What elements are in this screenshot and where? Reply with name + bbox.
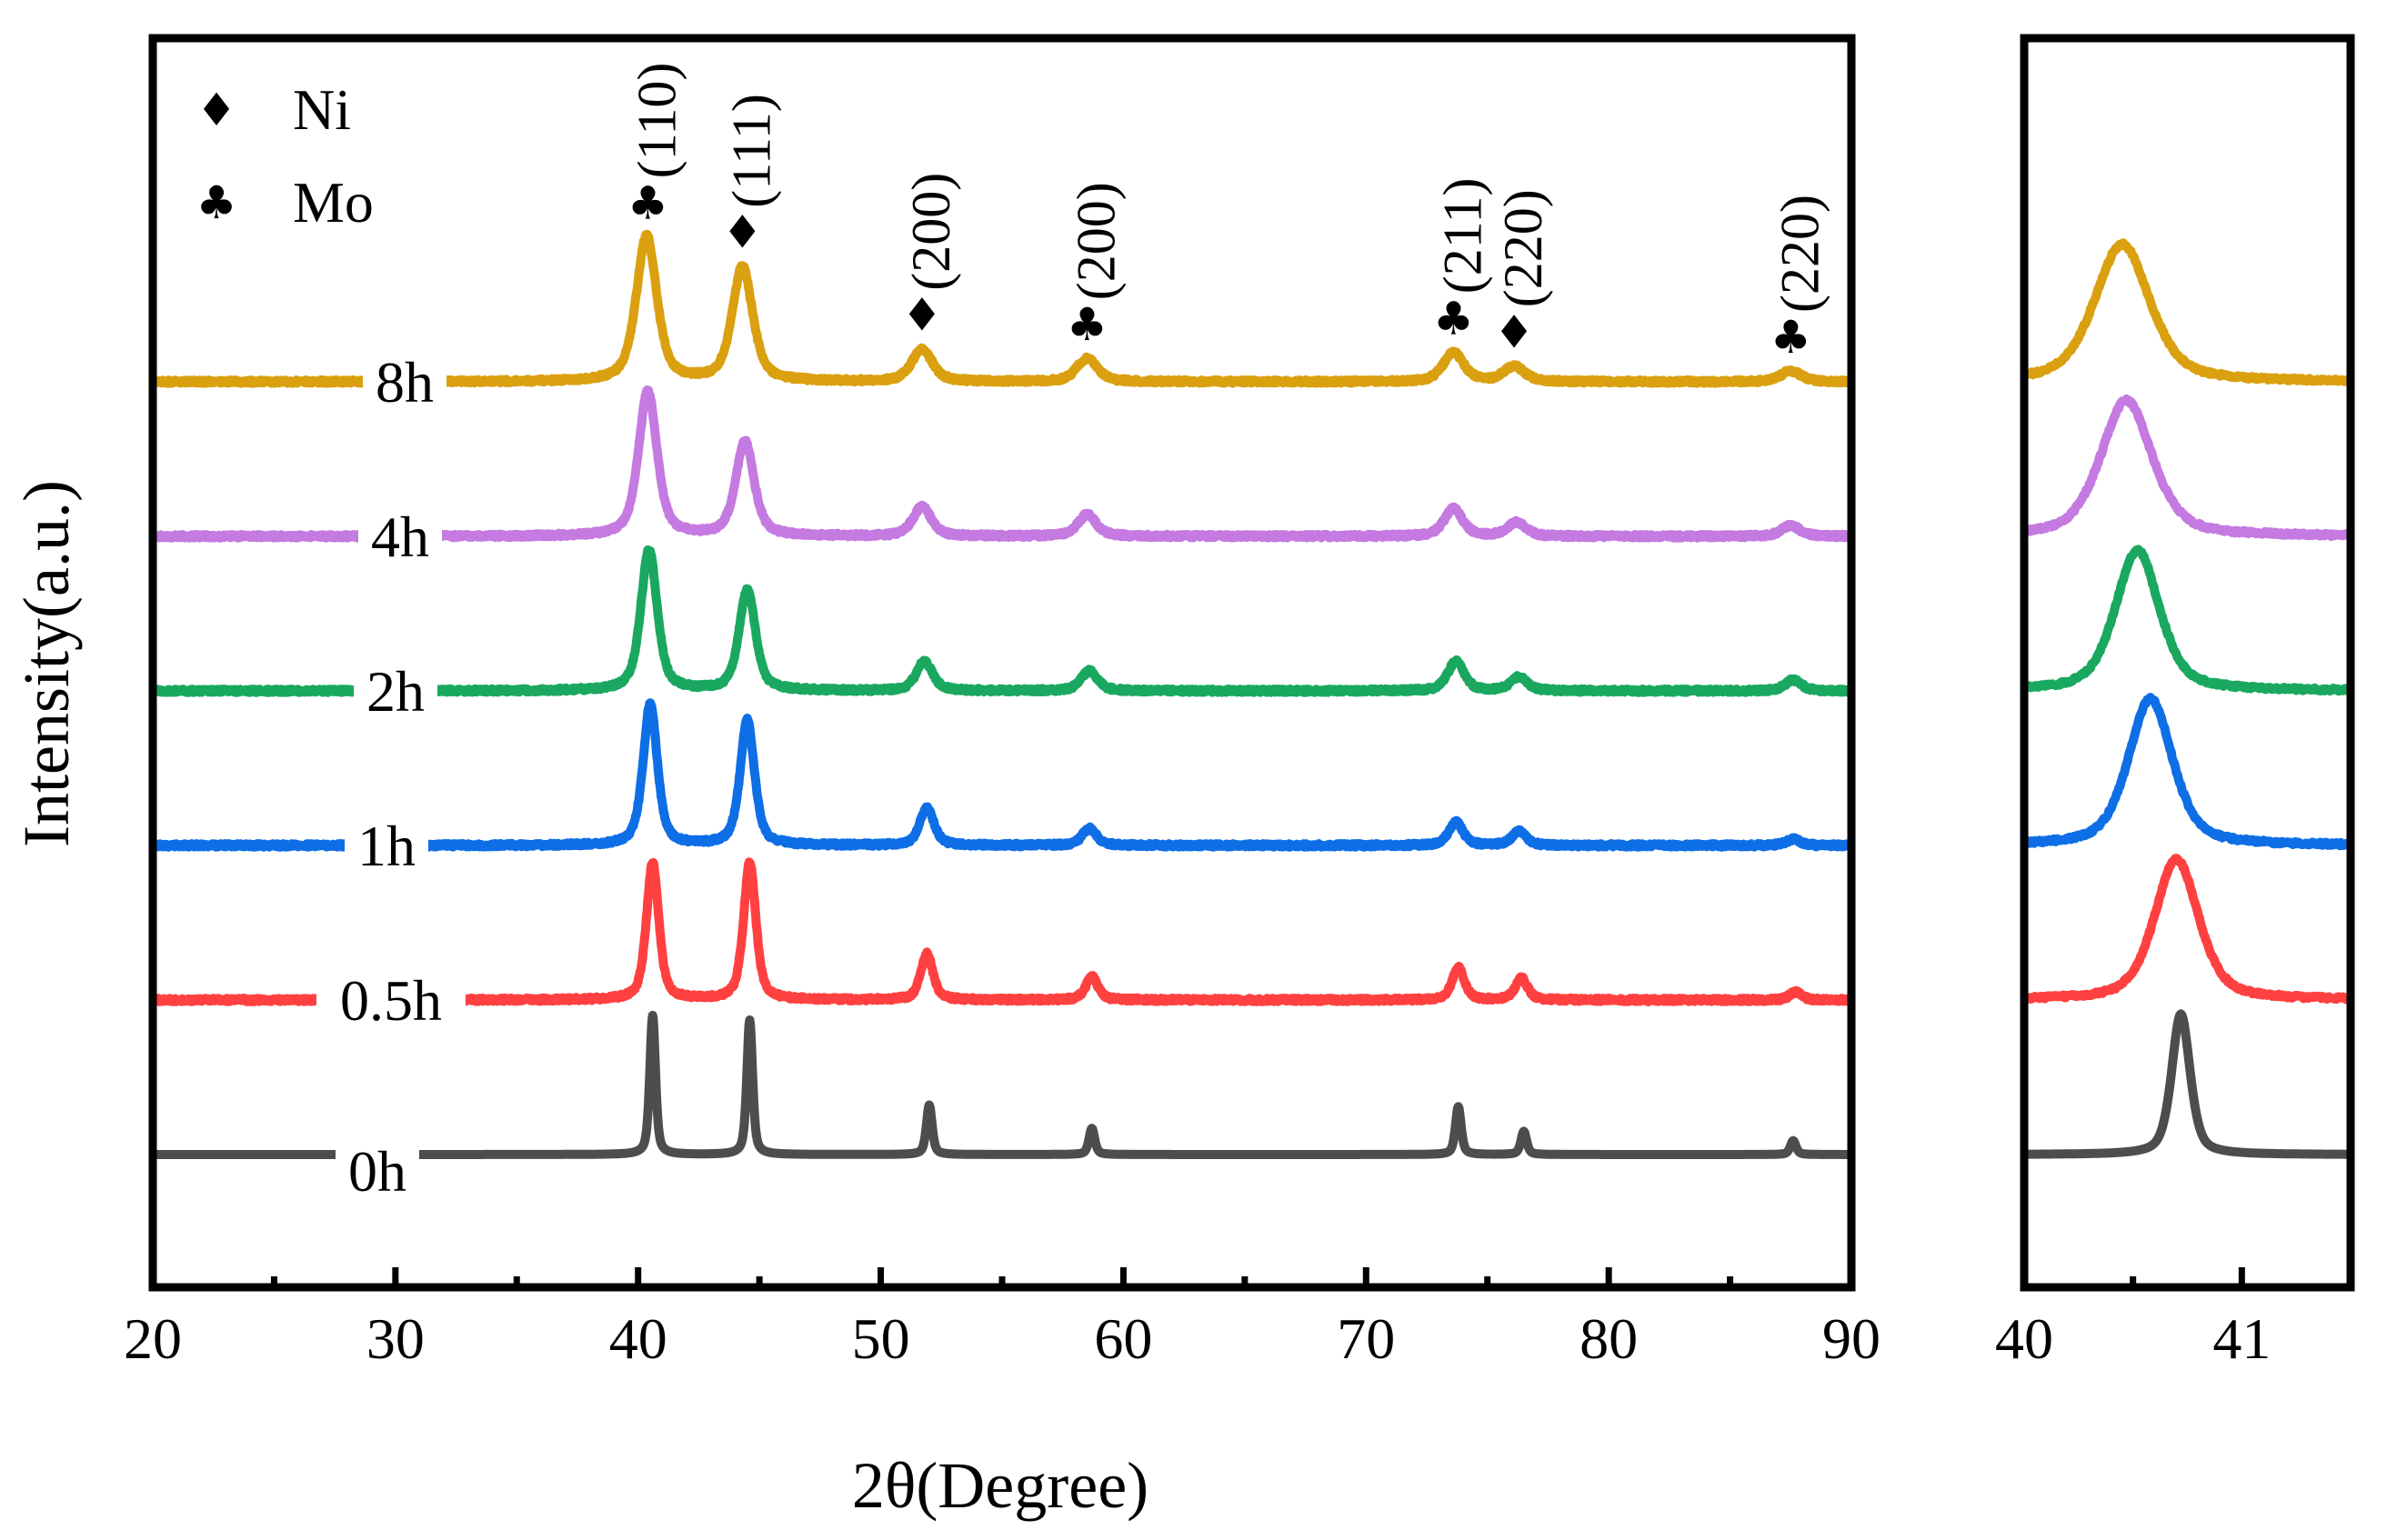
inset-series-line-4h xyxy=(2024,394,2351,541)
series-label-bg xyxy=(316,975,466,1027)
inset-panel: 40 41 xyxy=(1995,34,2355,1371)
series-label-0_5h: 0.5h xyxy=(340,968,442,1033)
series-label-8h: 8h xyxy=(376,350,434,415)
legend-label-mo: Mo xyxy=(293,170,374,235)
x-axis-title: 2θ(Degree) xyxy=(852,1449,1148,1522)
diamond-icon: ♦ xyxy=(722,206,763,259)
inset-x-ticks: 40 41 xyxy=(1995,1267,2271,1371)
inset-plot-frame xyxy=(2020,34,2355,1292)
x-tick-label-30: 30 xyxy=(366,1306,425,1371)
x-tick-label-20: 20 xyxy=(124,1306,182,1371)
club-icon: ♣ xyxy=(1433,292,1474,345)
club-icon: ♣ xyxy=(1770,311,1811,364)
hkl-label-4: (211) xyxy=(1432,178,1492,295)
inset-series-line-0h xyxy=(2024,1009,2351,1159)
inset-x-tick-label-40: 40 xyxy=(1995,1306,2053,1371)
legend-entry-mo: ♣ Mo xyxy=(196,170,374,235)
inset-series-line-0_5h xyxy=(2024,854,2351,1005)
series-label-bg xyxy=(363,356,446,409)
hkl-label-2: (200) xyxy=(901,173,961,291)
hkl-label-1: (111) xyxy=(721,94,781,208)
inset-series-line-2h xyxy=(2024,545,2351,696)
diamond-icon: ♦ xyxy=(1494,305,1535,358)
series-label-bg xyxy=(354,665,437,718)
x-tick-label-60: 60 xyxy=(1094,1306,1152,1371)
inset-x-tick-label-41: 41 xyxy=(2212,1306,2271,1371)
series-label-bg xyxy=(358,511,442,564)
hkl-label-3: (200) xyxy=(1066,182,1126,300)
x-tick-label-80: 80 xyxy=(1580,1306,1638,1371)
x-tick-label-90: 90 xyxy=(1822,1306,1881,1371)
series-label-0h: 0h xyxy=(348,1139,406,1204)
series-label-2h: 2h xyxy=(366,659,425,724)
y-axis-title: Intensity(a.u.) xyxy=(10,480,83,847)
diamond-icon: ♦ xyxy=(196,84,237,136)
x-tick-label-50: 50 xyxy=(852,1306,910,1371)
diamond-icon: ♦ xyxy=(902,289,943,342)
hkl-label-5: (220) xyxy=(1493,189,1553,307)
inset-series-line-1h xyxy=(2024,693,2351,851)
hkl-label-0: (110) xyxy=(627,63,687,179)
club-icon: ♣ xyxy=(627,176,668,229)
club-icon: ♣ xyxy=(196,176,237,229)
series-line-0h xyxy=(153,1010,1851,1159)
x-tick-label-70: 70 xyxy=(1337,1306,1395,1371)
peak-annotations: ♣(110)♦(111)♦(200)♣(200)♣(211)♦(220)♣(22… xyxy=(627,63,1830,364)
legend-label-ni: Ni xyxy=(293,77,351,142)
legend-entry-ni: ♦ Ni xyxy=(196,77,351,142)
series-line-1h xyxy=(153,698,1851,852)
x-tick-label-40: 40 xyxy=(609,1306,667,1371)
series-label-bg xyxy=(336,1129,419,1182)
hkl-label-6: (220) xyxy=(1770,195,1830,313)
inset-series-group xyxy=(2024,238,2351,1159)
club-icon: ♣ xyxy=(1067,298,1108,351)
series-label-bg xyxy=(345,820,428,873)
inset-series-line-8h xyxy=(2024,238,2351,386)
series-label-4h: 4h xyxy=(371,505,429,569)
main-series-labels: 0h 0.5h 1h 2h 4h 8h xyxy=(316,350,466,1204)
legend: ♦ Ni ♣ Mo xyxy=(196,77,374,235)
series-label-1h: 1h xyxy=(357,814,416,878)
main-x-ticks: 20 30 40 50 60 70 80 90 xyxy=(124,1267,1881,1371)
